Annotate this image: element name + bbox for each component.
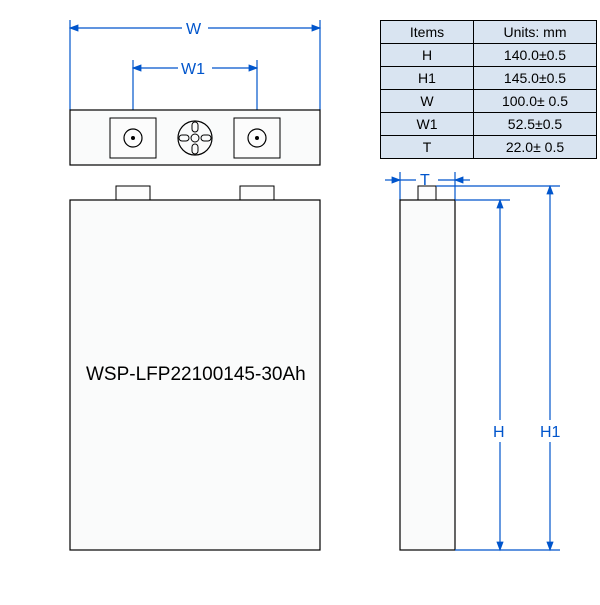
dim-label-h1: H1	[540, 424, 561, 441]
table-cell: 22.0± 0.5	[474, 136, 597, 159]
dimensions-table: Items Units: mm H140.0±0.5H1145.0±0.5W10…	[380, 20, 597, 159]
table-cell: W	[381, 90, 474, 113]
table-cell: T	[381, 136, 474, 159]
table-cell: 145.0±0.5	[474, 67, 597, 90]
table-cell: 140.0±0.5	[474, 44, 597, 67]
table-row: T22.0± 0.5	[381, 136, 597, 159]
table-cell: 100.0± 0.5	[474, 90, 597, 113]
side-tab	[418, 186, 436, 200]
product-label: WSP-LFP22100145-30Ah	[86, 364, 306, 385]
dim-label-w: W	[186, 21, 202, 38]
table-row: W100.0± 0.5	[381, 90, 597, 113]
table-cell: 52.5±0.5	[474, 113, 597, 136]
table-cell: W1	[381, 113, 474, 136]
table-row: H1145.0±0.5	[381, 67, 597, 90]
dim-label-w1: W1	[181, 61, 205, 78]
table-row: H140.0±0.5	[381, 44, 597, 67]
table-cell: H	[381, 44, 474, 67]
dim-label-h: H	[493, 424, 505, 441]
table-cell: H1	[381, 67, 474, 90]
table-header-items: Items	[381, 21, 474, 44]
top-view-body	[70, 110, 320, 165]
table-header-units: Units: mm	[474, 21, 597, 44]
table-row: W152.5±0.5	[381, 113, 597, 136]
front-tab-right	[240, 186, 274, 200]
front-tab-left	[116, 186, 150, 200]
side-view-body	[400, 200, 455, 550]
